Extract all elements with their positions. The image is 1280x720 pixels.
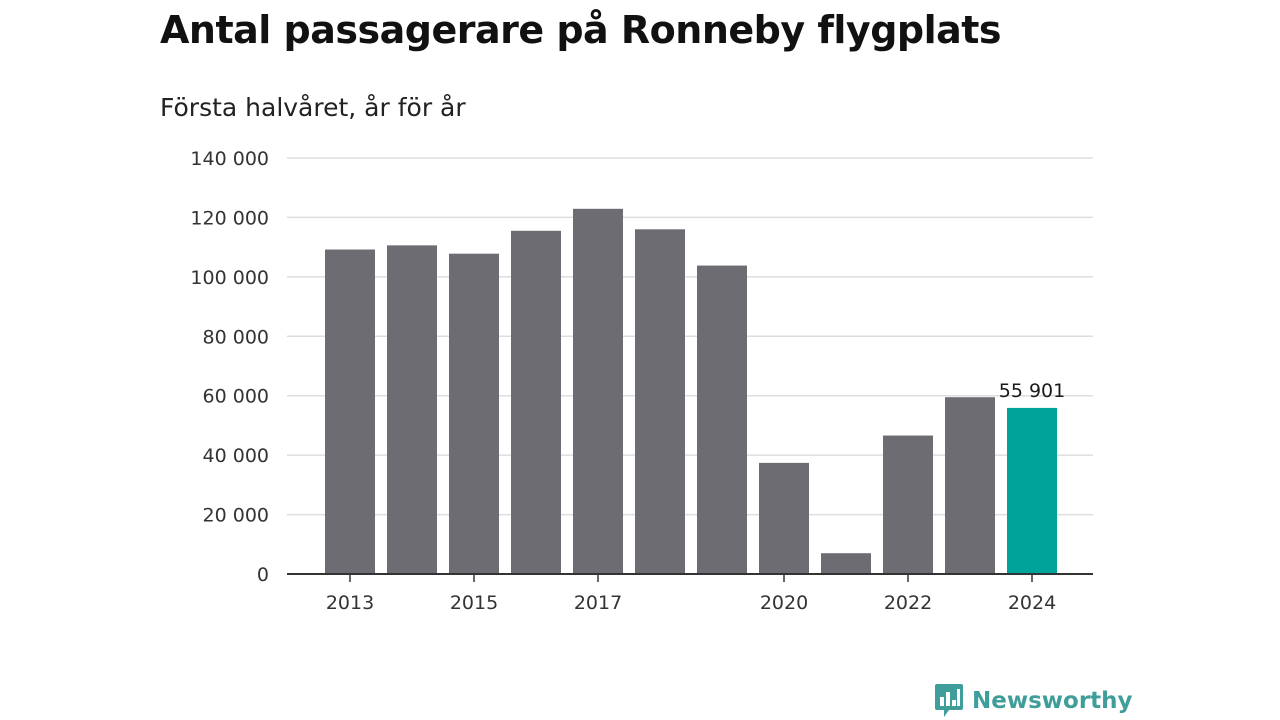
y-tick-label: 60 000 [203, 386, 269, 408]
y-axis-tick-labels: 0 20 000 40 000 60 000 80 000 100 000 120 000 1… [190, 148, 269, 586]
bar-2015 [449, 253, 499, 574]
bar-2019 [697, 265, 747, 574]
y-tick-label: 140 000 [190, 148, 269, 170]
chart-title: Antal passagerare på Ronneby flygplats [160, 8, 1002, 52]
brand-logo: Newsworthy [934, 683, 1133, 719]
bar-2013 [325, 249, 375, 574]
bar-2021 [821, 553, 871, 574]
bar-2014 [387, 245, 437, 575]
x-tick-label: 2024 [1008, 592, 1056, 614]
data-labels: 55 901 [999, 380, 1065, 402]
x-tick-label: 2020 [760, 592, 808, 614]
y-tick-label: 100 000 [190, 267, 269, 289]
y-tick-label: 40 000 [203, 445, 269, 467]
bars [325, 208, 1057, 575]
bar-2023 [945, 397, 995, 574]
newsworthy-logo-icon [935, 684, 963, 717]
bar-2020 [759, 462, 809, 574]
bar-2016 [511, 230, 561, 575]
bar-2022 [883, 435, 933, 574]
x-tick-label: 2015 [450, 592, 498, 614]
x-tick-label: 2017 [574, 592, 622, 614]
bar-2017 [573, 208, 623, 574]
chart-subtitle: Första halvåret, år för år [160, 93, 466, 122]
y-tick-label: 20 000 [203, 505, 269, 527]
x-tick-label: 2013 [326, 592, 374, 614]
y-tick-label: 0 [257, 564, 269, 586]
brand-name: Newsworthy [972, 688, 1133, 714]
x-axis-tick-labels: 2013 2015 2017 2020 2022 2024 [326, 574, 1056, 614]
y-tick-label: 120 000 [190, 207, 269, 229]
x-tick-label: 2022 [884, 592, 932, 614]
y-tick-label: 80 000 [203, 326, 269, 348]
bar-2018 [635, 229, 685, 575]
bar-2024 [1007, 407, 1057, 574]
data-label: 55 901 [999, 380, 1065, 402]
